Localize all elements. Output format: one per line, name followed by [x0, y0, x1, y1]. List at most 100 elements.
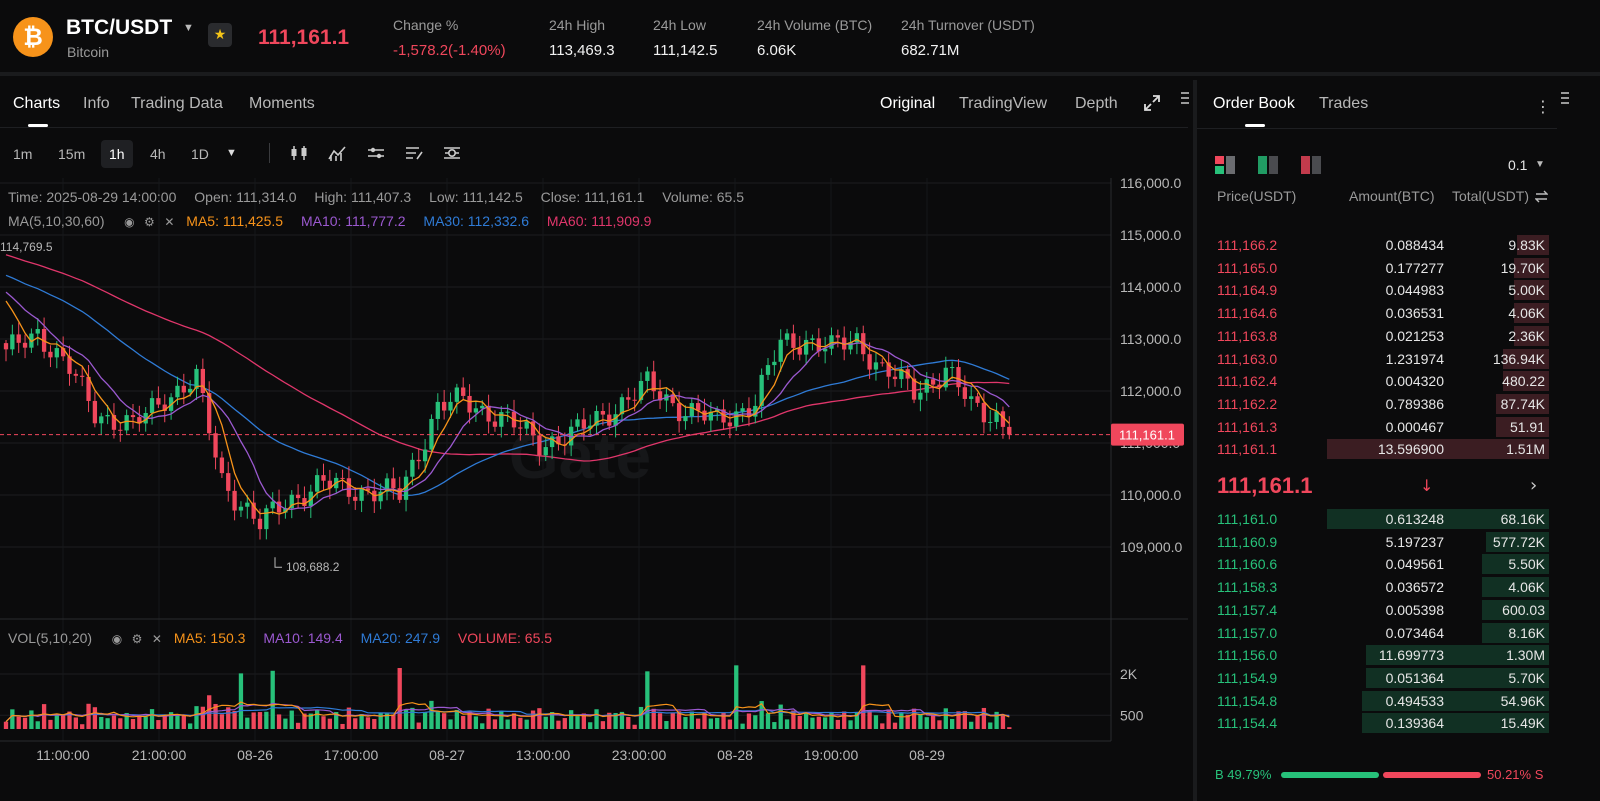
price-tick-label: 115,000.0	[1120, 227, 1181, 243]
bid-row[interactable]: 111,154.4 0.139364 15.49K	[1197, 712, 1557, 734]
candle	[86, 364, 91, 413]
more-options-icon[interactable]: ⋮	[1535, 97, 1551, 116]
candle-body	[16, 334, 21, 343]
candle-type-icon[interactable]	[289, 143, 309, 163]
volume-bar	[181, 714, 186, 729]
drawing-tools-icon[interactable]	[404, 143, 424, 163]
bid-row[interactable]: 111,160.9 5.197237 577.72K	[1197, 531, 1557, 553]
expand-icon[interactable]	[1143, 94, 1161, 112]
tab-trading-data[interactable]: Trading Data	[131, 95, 223, 112]
volume-bar	[651, 708, 656, 729]
chevron-down-icon[interactable]: ▼	[1535, 159, 1545, 170]
volume-bar	[1007, 727, 1012, 729]
candle	[422, 438, 428, 473]
ask-row[interactable]: 111,166.2 0.088434 9.83K	[1197, 234, 1557, 256]
ask-row[interactable]: 111,161.1 13.596900 1.51M	[1197, 438, 1557, 460]
candle	[245, 494, 250, 519]
candle-body	[950, 367, 955, 369]
close-icon[interactable]: ✕	[164, 215, 175, 229]
indicator-icon[interactable]	[327, 143, 347, 163]
both-sides-view-icon[interactable]	[1214, 155, 1236, 175]
candle	[442, 389, 447, 420]
swap-icon[interactable]	[1535, 190, 1548, 203]
tab-order-book[interactable]: Order Book	[1213, 95, 1295, 112]
volume-bar	[956, 711, 961, 729]
ask-row[interactable]: 111,162.2 0.789386 87.74K	[1197, 393, 1557, 415]
mode-depth[interactable]: Depth	[1075, 95, 1118, 112]
chevron-down-icon[interactable]: ▼	[183, 22, 194, 34]
candle	[99, 412, 104, 436]
candle	[3, 339, 9, 362]
tab-charts[interactable]: Charts	[13, 95, 61, 112]
volume-bar	[22, 717, 28, 729]
bid-total: 577.72K	[1492, 533, 1545, 550]
compare-icon[interactable]	[366, 143, 386, 163]
candle	[397, 476, 402, 504]
eye-icon[interactable]: ◉	[111, 632, 123, 646]
volume-bar	[321, 716, 326, 729]
arrow-down-icon: ↓	[1420, 476, 1434, 495]
bid-row[interactable]: 111,154.8 0.494533 54.96K	[1197, 690, 1557, 712]
ma60-value: MA60: 111,909.9	[546, 213, 652, 229]
volume-bar	[670, 713, 675, 729]
volume-bar	[422, 712, 428, 729]
tab-info[interactable]: Info	[83, 95, 110, 112]
sell-ratio: 50.21% S	[1487, 767, 1544, 782]
chart-settings-icon[interactable]	[442, 143, 462, 163]
bids-view-icon[interactable]	[1257, 155, 1279, 175]
ask-row[interactable]: 111,164.6 0.036531 4.06K	[1197, 302, 1557, 324]
eye-icon[interactable]: ◉	[124, 215, 135, 229]
chevron-right-icon[interactable]: ›	[1530, 475, 1538, 496]
volume-bar	[899, 713, 904, 729]
bid-amount: 0.613248	[1385, 511, 1444, 527]
ask-row[interactable]: 111,164.9 0.044983 5.00K	[1197, 279, 1557, 301]
bid-row[interactable]: 111,154.9 0.051364 5.70K	[1197, 667, 1557, 689]
chevron-down-icon[interactable]: ▼	[226, 147, 237, 159]
tab-moments[interactable]: Moments	[249, 95, 315, 112]
candle	[740, 403, 745, 423]
menu-icon[interactable]	[1561, 92, 1569, 107]
bid-row[interactable]: 111,157.0 0.073464 8.16K	[1197, 622, 1557, 644]
bid-total: 600.03	[1502, 601, 1545, 618]
timeframe-15m[interactable]: 15m	[58, 146, 86, 162]
timeframe-1h[interactable]: 1h	[101, 140, 133, 168]
timeframe-1d[interactable]: 1D	[191, 146, 209, 162]
close-icon[interactable]: ✕	[151, 632, 162, 646]
tab-trades[interactable]: Trades	[1319, 95, 1369, 112]
menu-icon[interactable]	[1181, 92, 1189, 107]
bid-row[interactable]: 111,158.3 0.036572 4.06K	[1197, 576, 1557, 598]
bid-amount: 0.036572	[1385, 579, 1444, 596]
bid-row[interactable]: 111,161.0 0.613248 68.16K	[1197, 508, 1557, 530]
candle-body	[73, 373, 78, 376]
volume-bar	[391, 714, 396, 729]
bid-row[interactable]: 111,156.0 11.699773 1.30M	[1197, 644, 1557, 666]
mode-tradingview[interactable]: TradingView	[959, 95, 1048, 112]
timeframe-4h[interactable]: 4h	[150, 146, 166, 162]
ask-row[interactable]: 111,165.0 0.177277 19.70K	[1197, 257, 1557, 279]
candle	[873, 352, 879, 381]
volume-bar	[442, 713, 447, 729]
ask-row[interactable]: 111,161.3 0.000467 51.91	[1197, 416, 1557, 438]
vol-ma5-value: MA5: 150.3	[173, 630, 246, 646]
mode-original[interactable]: Original	[880, 95, 936, 112]
favorite-star-icon[interactable]: ★	[208, 23, 232, 47]
candle	[626, 387, 631, 409]
ask-row[interactable]: 111,162.4 0.004320 480.22	[1197, 370, 1557, 392]
asks-view-icon[interactable]	[1300, 155, 1322, 175]
ask-total: 1.51M	[1506, 441, 1545, 458]
price-tick-label: 114,000.0	[1120, 279, 1181, 295]
precision-selector[interactable]: 0.1	[1508, 157, 1528, 173]
bid-row[interactable]: 111,160.6 0.049561 5.50K	[1197, 553, 1557, 575]
candle-body	[92, 400, 98, 424]
timeframe-1m[interactable]: 1m	[13, 146, 33, 162]
gear-icon[interactable]: ⚙	[144, 215, 155, 229]
bid-row[interactable]: 111,157.4 0.005398 600.03	[1197, 599, 1557, 621]
gear-icon[interactable]: ⚙	[131, 632, 143, 646]
ask-row[interactable]: 111,163.0 1.231974 136.94K	[1197, 348, 1557, 370]
ask-row[interactable]: 111,163.8 0.021253 2.36K	[1197, 325, 1557, 347]
candlestick-chart[interactable]: Gate 116,000.0115,000.0114,000.0113,000.…	[0, 178, 1188, 801]
candle	[994, 402, 999, 430]
depth-bar	[1513, 303, 1549, 324]
candle	[213, 425, 218, 470]
pair-selector[interactable]: BTC/USDT	[66, 16, 173, 39]
